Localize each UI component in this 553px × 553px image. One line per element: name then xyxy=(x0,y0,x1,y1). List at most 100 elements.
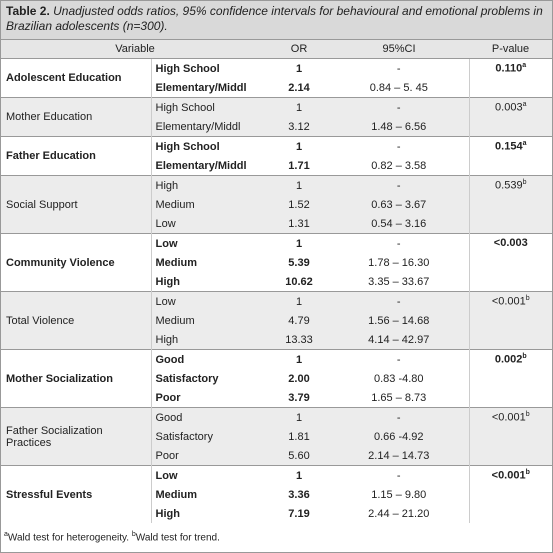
table: Variable OR 95%CI P-value Adolescent Edu… xyxy=(1,40,553,523)
p-value: 0.539b xyxy=(468,175,553,234)
level: High School xyxy=(150,58,270,78)
table-row: Poor 5.60 2.14 – 14.73 xyxy=(1,446,552,466)
footnote-sup: a xyxy=(4,531,8,538)
table-row: Medium 3.36 1.15 – 9.80 xyxy=(1,485,552,504)
odds-ratio: 1 xyxy=(269,465,330,485)
header-cell: P-value xyxy=(469,40,553,59)
p-value-text: 0.539 xyxy=(495,179,523,192)
table-row: Elementary/Middl 1.71 0.82 – 3.58 xyxy=(1,156,552,176)
p-value-sup: b xyxy=(522,353,527,360)
table-row: Elementary/Middl 2.14 0.84 – 5. 45 xyxy=(1,78,552,98)
level: Low xyxy=(150,465,270,485)
p-value: <0.003 xyxy=(468,233,553,292)
level: Elementary/Middl xyxy=(150,117,270,137)
odds-ratio: 1 xyxy=(269,175,330,195)
variable-name: Adolescent Education xyxy=(1,58,151,98)
variable-name: Mother Education xyxy=(1,97,151,137)
confidence-interval: 2.44 – 21.20 xyxy=(368,507,430,520)
level: Poor xyxy=(150,446,270,466)
table-row: Community Violence Low 1- <0.003 xyxy=(1,233,553,292)
p-value-text: <0.003 xyxy=(493,237,528,249)
variable-name: Social Support xyxy=(1,175,151,234)
confidence-interval: 4.14 – 42.97 xyxy=(329,330,470,350)
table-row: Medium 5.39 1.78 – 16.30 xyxy=(1,253,552,272)
level: Satisfactory xyxy=(150,369,270,388)
table-row: Father Education High School 1-0.154a xyxy=(1,136,553,176)
level: High School xyxy=(150,97,270,117)
confidence-interval: 0.63 – 3.67 xyxy=(329,195,470,214)
table-row: Adolescent Education High School 1-0.110a xyxy=(1,58,553,98)
level: High xyxy=(150,272,270,292)
confidence-interval: - xyxy=(329,465,470,485)
table-row: Satisfactory 2.00 0.83 -4.80 xyxy=(1,369,552,388)
confidence-interval: 0.54 – 3.16 xyxy=(329,214,470,234)
footnote-text: Wald test for trend. xyxy=(135,532,220,544)
footnote-sup: b xyxy=(131,531,136,538)
level: Elementary/Middl xyxy=(150,156,270,176)
table-row: High 7.19 2.44 – 21.20 xyxy=(1,504,552,523)
table-row: Elementary/Middl 3.12 1.48 – 6.56 xyxy=(1,117,552,137)
p-value-text: <0.001 xyxy=(491,295,526,308)
level: Medium xyxy=(150,485,270,504)
header-row: Variable OR 95%CI P-value xyxy=(1,40,553,59)
confidence-interval: 3.35 – 33.67 xyxy=(368,275,430,288)
footnote-text: Wald test for heterogeneity. xyxy=(7,532,132,544)
p-value-sup: b xyxy=(522,179,527,186)
confidence-interval: - xyxy=(329,175,470,195)
confidence-interval: - xyxy=(329,407,470,427)
variable-name: Community Violence xyxy=(1,233,151,292)
level: Low xyxy=(150,291,270,311)
confidence-interval: - xyxy=(329,291,470,311)
level: Elementary/Middl xyxy=(150,78,270,98)
p-value-sup: a xyxy=(522,140,527,147)
odds-ratio: 7.19 xyxy=(288,507,310,520)
level: High xyxy=(150,330,270,350)
odds-ratio: 5.60 xyxy=(269,446,330,466)
level: Low xyxy=(150,233,270,253)
odds-ratio: 1.71 xyxy=(288,159,310,172)
table-row: Poor 3.79 1.65 – 8.73 xyxy=(1,388,552,408)
confidence-interval: 1.48 – 6.56 xyxy=(329,117,470,137)
odds-ratio: 3.12 xyxy=(269,117,330,137)
confidence-interval: 1.78 – 16.30 xyxy=(368,256,430,269)
odds-ratio: 13.33 xyxy=(269,330,330,350)
confidence-interval: - xyxy=(329,58,470,78)
level: Good xyxy=(150,407,270,427)
odds-ratio: 1 xyxy=(269,97,330,117)
variable-name: Total Violence xyxy=(1,291,151,350)
level: High xyxy=(150,504,270,523)
table-row: High 10.62 3.35 – 33.67 xyxy=(1,272,552,292)
confidence-interval: 1.65 – 8.73 xyxy=(371,391,427,404)
confidence-interval: 0.83 -4.80 xyxy=(373,372,424,385)
level: Good xyxy=(150,349,270,369)
confidence-interval: - xyxy=(329,349,470,369)
odds-ratio: 3.79 xyxy=(288,391,310,404)
p-value-text: 0.003 xyxy=(495,101,523,114)
p-value: 0.110a xyxy=(468,58,553,98)
header-cell: Variable xyxy=(1,40,270,59)
table-row: Social Support High 1-0.539b xyxy=(1,175,553,234)
p-value-sup: b xyxy=(525,295,530,302)
confidence-interval: 0.82 – 3.58 xyxy=(371,159,427,172)
odds-ratio: 4.79 xyxy=(269,311,330,330)
p-value: <0.001b xyxy=(468,465,553,523)
table-row: Medium 4.79 1.56 – 14.68 xyxy=(1,311,552,330)
odds-ratio: 1 xyxy=(269,349,330,369)
p-value-text: 0.110 xyxy=(495,62,523,75)
level: High xyxy=(150,175,270,195)
odds-ratio: 1 xyxy=(269,407,330,427)
level: Low xyxy=(150,214,270,234)
odds-ratio: 1.52 xyxy=(269,195,330,214)
variable-name: Mother Socialization xyxy=(1,349,151,408)
table-row: Total Violence Low 1- <0.001b xyxy=(1,291,553,350)
header-cell: 95%CI xyxy=(329,40,470,59)
confidence-interval: 0.66 -4.92 xyxy=(329,427,470,446)
p-value-sup: a xyxy=(522,101,527,108)
odds-ratio: 1.81 xyxy=(269,427,330,446)
table-row: High 13.33 4.14 – 42.97 xyxy=(1,330,552,350)
caption: Table 2. Unadjusted odds ratios, 95% con… xyxy=(1,1,552,40)
footnote: aWald test for heterogeneity. bWald test… xyxy=(4,531,220,543)
confidence-interval: - xyxy=(329,136,470,156)
level: Medium xyxy=(150,195,270,214)
p-value: 0.154a xyxy=(468,136,553,176)
